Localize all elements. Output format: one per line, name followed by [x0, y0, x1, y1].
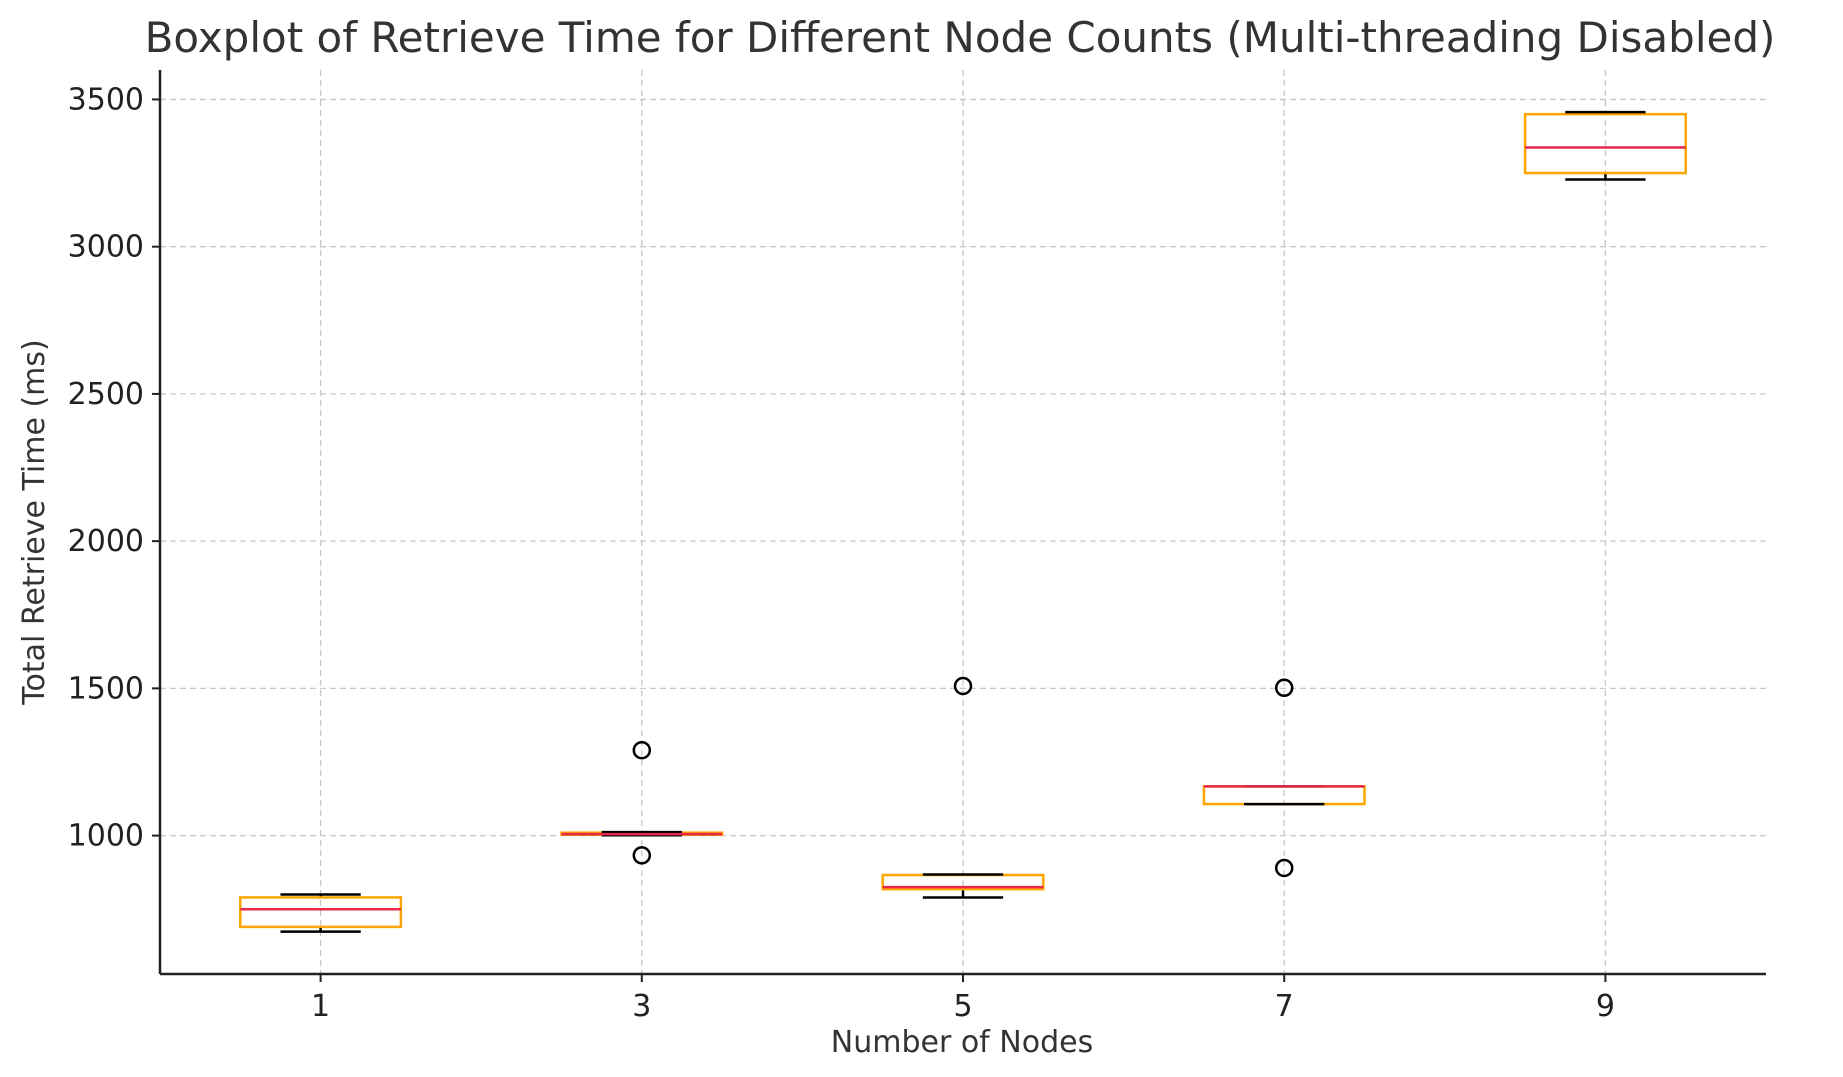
outlier-point: [632, 740, 652, 760]
chart-title: Boxplot of Retrieve Time for Different N…: [145, 13, 1776, 62]
box-layer: [239, 110, 1687, 933]
iqr-box: [239, 896, 403, 929]
outlier-point: [1274, 858, 1294, 878]
box-group-9: [1523, 110, 1687, 181]
x-tick-label: 1: [311, 989, 330, 1024]
y-tick-label: 1500: [68, 671, 144, 706]
box-group-3: [560, 740, 724, 865]
grid-layer: [160, 70, 1766, 974]
y-axis-label: Total Retrieve Time (ms): [17, 339, 52, 705]
axes-layer: 1000 1500 2000 2500 3000 3500 1 3 5 7 9: [68, 70, 1766, 1024]
x-tick-label: 5: [953, 989, 972, 1024]
box-group-1: [239, 893, 403, 933]
box-group-7: [1202, 678, 1366, 878]
outlier-point: [953, 676, 973, 696]
y-tick-label: 2000: [68, 524, 144, 559]
y-tick-label: 1000: [68, 819, 144, 854]
box-group-5: [881, 676, 1045, 899]
outlier-point: [1274, 678, 1294, 698]
x-axis-label: Number of Nodes: [831, 1025, 1093, 1060]
x-tick-label: 7: [1275, 989, 1294, 1024]
x-tick-label: 3: [632, 989, 651, 1024]
y-tick-label: 2500: [68, 377, 144, 412]
y-tick-label: 3000: [68, 230, 144, 265]
iqr-box: [1523, 112, 1687, 175]
x-tick-label: 9: [1596, 989, 1615, 1024]
y-tick-label: 3500: [68, 82, 144, 117]
outlier-point: [632, 846, 652, 865]
